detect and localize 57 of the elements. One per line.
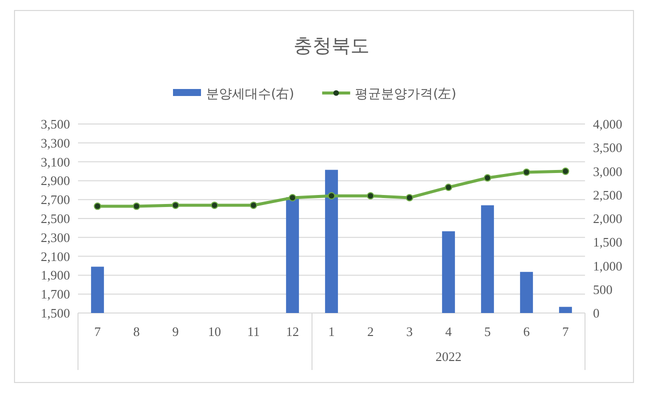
legend-label: 평균분양가격(左) <box>355 87 456 102</box>
y2-tick-label: 0 <box>593 306 600 320</box>
point <box>288 194 296 202</box>
point <box>94 202 102 210</box>
x-tick-label: 6 <box>523 324 530 339</box>
point <box>484 174 492 182</box>
x-tick-label: 3 <box>406 324 413 339</box>
y2-tick-label: 1,000 <box>593 258 622 274</box>
point <box>366 192 374 200</box>
y-tick-label: 1,500 <box>40 306 70 320</box>
y-tick-label: 2,500 <box>40 211 70 226</box>
point <box>250 202 258 209</box>
x-tick-label: 7 <box>562 324 570 339</box>
y2-tick-label: 2,000 <box>593 211 622 226</box>
y-tick-label: 2,300 <box>40 230 70 245</box>
legend-label: 분양세대수(右) <box>206 87 294 102</box>
x-tick-label: 12 <box>286 324 299 339</box>
bar <box>481 205 494 313</box>
point <box>444 184 452 192</box>
point <box>562 168 570 175</box>
x-tick-label: 11 <box>247 324 260 339</box>
bar <box>91 266 104 313</box>
bar <box>520 272 533 313</box>
x-tick-label: 7 <box>94 324 102 339</box>
x-tick-label: 9 <box>172 324 179 339</box>
x-tick-label: 1 <box>328 324 335 339</box>
bar <box>559 306 572 313</box>
point <box>328 192 336 200</box>
x-tick-label: 4 <box>445 324 452 339</box>
y2-tick-label: 4,000 <box>593 116 622 132</box>
bar <box>442 231 455 313</box>
point <box>172 202 180 209</box>
y-tick-label: 3,300 <box>40 135 70 150</box>
y2-tick-label: 1,500 <box>593 234 622 250</box>
text: 2022 <box>436 349 462 364</box>
y-tick-label: 1,700 <box>40 286 70 302</box>
point <box>132 202 140 210</box>
x-tick-label: 10 <box>208 324 221 339</box>
point <box>210 202 218 209</box>
y2-tick-label: 3,000 <box>593 164 622 179</box>
y2-tick-label: 3,500 <box>593 140 622 156</box>
x-tick-label: 2 <box>367 324 374 339</box>
bar <box>325 170 338 313</box>
y-tick-label: 2,700 <box>40 192 70 208</box>
x-tick-label: 5 <box>484 324 491 339</box>
x-tick-label: 8 <box>133 324 140 339</box>
y-tick-label: 2,900 <box>40 173 70 188</box>
y2-tick-label: 500 <box>593 282 612 297</box>
point <box>406 194 414 202</box>
chart-title: 충청북도 <box>294 35 370 57</box>
y-tick-label: 2,100 <box>40 248 70 264</box>
y-tick-label: 1,900 <box>40 268 70 283</box>
y2-tick-label: 2,500 <box>593 187 622 202</box>
y-tick-label: 3,100 <box>40 154 70 170</box>
y-tick-label: 3,500 <box>40 116 70 132</box>
point <box>522 168 530 176</box>
bar <box>286 197 299 313</box>
